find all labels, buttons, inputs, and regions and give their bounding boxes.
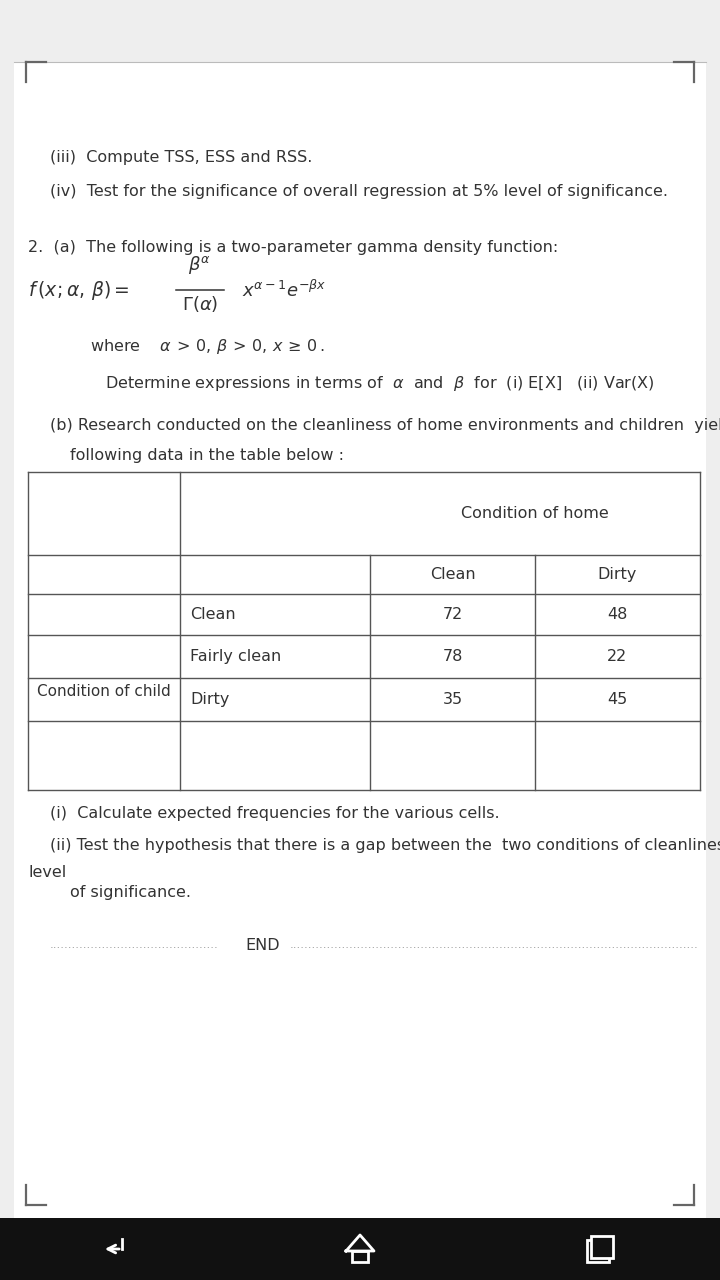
Text: (iii)  Compute TSS, ESS and RSS.: (iii) Compute TSS, ESS and RSS. [50, 150, 312, 165]
Text: level: level [28, 865, 66, 881]
Text: Clean: Clean [190, 607, 235, 622]
Text: .............................................: ........................................… [50, 938, 219, 951]
Text: Determine expressions in terms of  $\alpha$  and  $\beta$  for  (i) E[X]   (ii) : Determine expressions in terms of $\alph… [105, 374, 654, 393]
Text: following data in the table below :: following data in the table below : [70, 448, 344, 463]
Text: Condition of home: Condition of home [461, 506, 609, 521]
Text: where    $\alpha\,{>}\,0,\,\beta\,{>}\,0,\,x\,{\geq}\,0\,.$: where $\alpha\,{>}\,0,\,\beta\,{>}\,0,\,… [90, 337, 325, 356]
Text: (b) Research conducted on the cleanliness of home environments and children  yie: (b) Research conducted on the cleanlines… [50, 419, 720, 433]
Text: 45: 45 [608, 692, 628, 707]
Text: Dirty: Dirty [190, 692, 230, 707]
Text: $\Gamma(\alpha)$: $\Gamma(\alpha)$ [182, 294, 218, 314]
Text: Clean: Clean [430, 567, 475, 582]
Text: 35: 35 [442, 692, 462, 707]
Text: END: END [246, 938, 280, 954]
Text: 78: 78 [442, 649, 463, 664]
Text: Condition of child: Condition of child [37, 685, 171, 699]
FancyBboxPatch shape [587, 1240, 609, 1262]
Text: 22: 22 [608, 649, 628, 664]
Text: Dirty: Dirty [598, 567, 637, 582]
Text: $x^{\alpha-1}e^{-\beta x}$: $x^{\alpha-1}e^{-\beta x}$ [242, 279, 326, 301]
Text: 48: 48 [607, 607, 628, 622]
FancyBboxPatch shape [14, 63, 706, 1219]
Text: of significance.: of significance. [70, 884, 191, 900]
Text: Fairly clean: Fairly clean [190, 649, 282, 664]
FancyBboxPatch shape [352, 1251, 368, 1262]
Text: (i)  Calculate expected frequencies for the various cells.: (i) Calculate expected frequencies for t… [50, 806, 500, 820]
Text: 2.  (a)  The following is a two-parameter gamma density function:: 2. (a) The following is a two-parameter … [28, 241, 558, 255]
Text: $\beta^{\alpha}$: $\beta^{\alpha}$ [189, 253, 212, 276]
Text: (iv)  Test for the significance of overall regression at 5% level of significanc: (iv) Test for the significance of overal… [50, 184, 668, 198]
Text: ................................................................................: ........................................… [290, 938, 698, 951]
FancyBboxPatch shape [591, 1236, 613, 1258]
FancyBboxPatch shape [0, 1219, 720, 1280]
Text: 72: 72 [442, 607, 463, 622]
Text: (ii) Test the hypothesis that there is a gap between the  two conditions of clea: (ii) Test the hypothesis that there is a… [50, 838, 720, 852]
Text: $f\,(x;\alpha,\,\beta) = $: $f\,(x;\alpha,\,\beta) = $ [28, 279, 130, 302]
